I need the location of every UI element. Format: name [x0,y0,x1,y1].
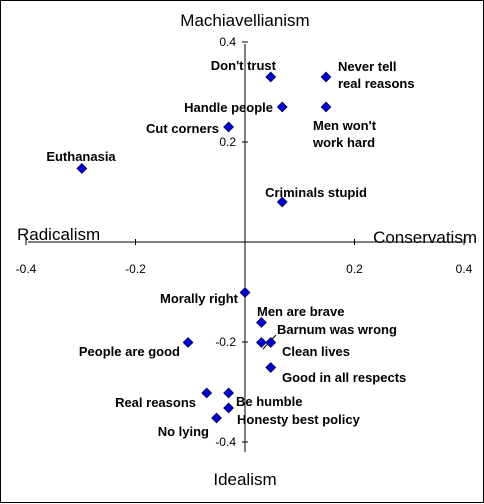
axes [28,44,463,452]
axis-name-top: Machiavellianism [180,11,309,30]
data-point-marker [256,337,267,348]
data-point-marker [276,196,288,208]
y-tick-label: 0.4 [219,35,236,49]
data-point-marker [265,71,277,83]
data-point-label: People are good [79,344,180,359]
x-tick-label: 0.2 [346,262,363,276]
data-point-marker [182,337,194,348]
data-point-label: Men are brave [257,304,344,319]
x-tick-label: 0.4 [456,262,473,276]
data-point-marker [265,362,277,373]
data-point-marker [76,163,88,174]
data-point-marker [276,101,288,113]
y-tick-label: 0.2 [219,135,236,149]
data-point-marker [223,121,234,133]
axis-name-right: Conservatism [373,228,477,247]
data-point-marker [201,387,213,399]
axis-name-left: Radicalism [17,225,100,244]
axis-ticks: -0.4 -0.2 0.2 0.4 0.4 0.2 -0.2 -0.4 [16,35,473,449]
data-point-label: Handle people [184,100,273,115]
y-tick-label: -0.4 [215,435,236,449]
x-tick-label: -0.4 [16,262,37,276]
data-point-label: Honesty best policy [237,412,361,427]
data-point-marker [320,71,332,83]
data-point-label: Euthanasia [46,149,116,164]
data-point-label: Don't trust [211,58,277,73]
data-points [76,71,332,424]
point-labels: Don't trust Never tell real reasons Handle … [46,58,414,439]
x-tick-label: -0.2 [125,262,146,276]
data-point-label: Never tell real reasons [338,59,415,91]
data-point-marker [265,337,277,348]
data-point-label: Morally right [160,291,239,306]
y-tick-label: -0.2 [215,335,236,349]
data-point-label: Criminals stupid [265,185,367,200]
data-point-label: Good in all respects [282,370,406,385]
data-point-label: No lying [158,424,209,439]
data-point-label: Barnum was wrong [277,322,397,337]
data-point-marker [211,412,222,424]
data-point-marker [223,387,234,399]
data-point-label: Men won't work hard [312,118,377,150]
data-point-marker [223,402,234,414]
data-point-marker [320,101,332,113]
data-point-label: Cut corners [146,121,219,136]
data-point-label: Real reasons [115,395,196,410]
data-point-label: Clean lives [282,344,350,359]
data-point-marker [256,317,267,328]
data-point-marker [239,287,251,298]
data-point-label: Be humble [236,394,302,409]
axis-name-bottom: Idealism [213,470,276,489]
